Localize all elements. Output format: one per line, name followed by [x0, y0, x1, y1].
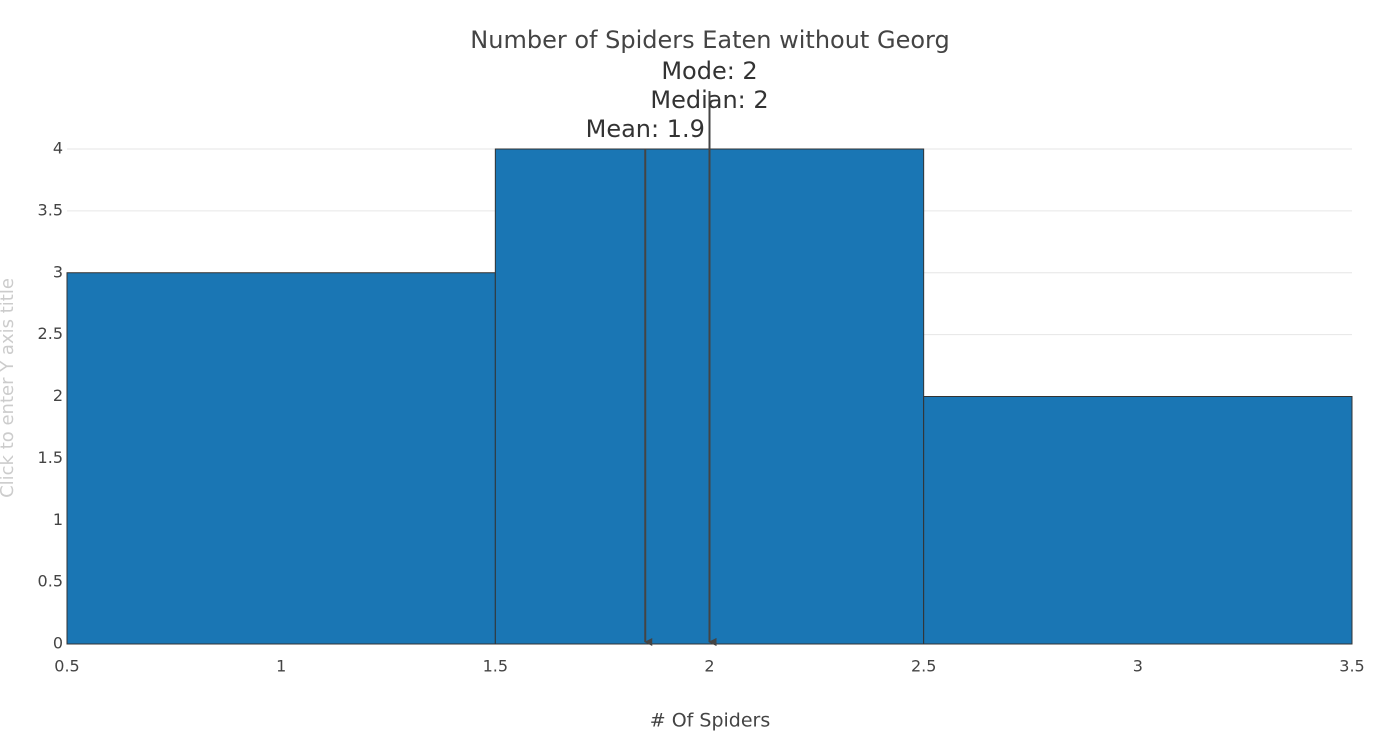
x-tick-label: 1.5: [483, 657, 508, 676]
y-tick-label: 3.5: [38, 200, 63, 219]
y-tick-label: 3: [53, 262, 63, 281]
x-tick-label: 3.5: [1339, 657, 1364, 676]
y-tick-label: 1: [53, 510, 63, 529]
histogram-bar: [66, 272, 496, 645]
x-axis-title: # Of Spiders: [650, 710, 771, 732]
y-tick-label: 2: [53, 386, 63, 405]
x-tick-label: 2: [704, 657, 714, 676]
x-tick-label: 0.5: [54, 657, 79, 676]
y-axis-title[interactable]: Click to enter Y axis title: [0, 278, 18, 498]
x-tick-label: 1: [276, 657, 286, 676]
y-tick-label: 2.5: [38, 324, 63, 343]
y-tick-label: 1.5: [38, 448, 63, 467]
y-tick-label: 0.5: [38, 572, 63, 591]
y-tick-label: 4: [53, 139, 63, 158]
histogram-bar: [923, 396, 1353, 645]
annotation-text: Median: 2: [650, 86, 768, 114]
annotation-text: Mode: 2: [661, 57, 757, 85]
y-tick-label: 0: [53, 634, 63, 653]
x-tick-label: 2.5: [911, 657, 936, 676]
chart-title: Number of Spiders Eaten without Georg: [470, 26, 949, 54]
x-tick-label: 3: [1133, 657, 1143, 676]
annotation-text: Mean: 1.9: [586, 115, 705, 143]
